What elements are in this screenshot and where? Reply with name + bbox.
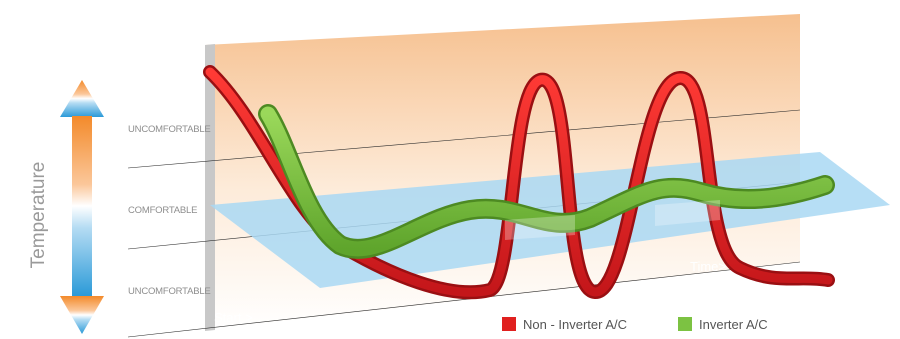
legend-label-inverter: Inverter A/C	[699, 317, 768, 332]
zone-label-upper: UNCOMFORTABLE	[128, 124, 211, 135]
zone-label-middle: COMFORTABLE	[128, 205, 197, 216]
legend-swatch-non-inverter	[502, 317, 516, 331]
axis-title-temperature: Temperature	[28, 162, 49, 269]
zone-label-lower: UNCOMFORTABLE	[128, 286, 211, 297]
legend-label-non-inverter: Non - Inverter A/C	[523, 317, 627, 332]
legend-swatch-inverter	[678, 317, 692, 331]
zone-divider-top	[127, 109, 801, 169]
time-label: Time>	[690, 259, 726, 274]
comfort-plane-overlay	[505, 215, 575, 240]
wall-edge	[205, 44, 215, 331]
legend: Non - Inverter A/C Inverter A/C	[502, 317, 768, 332]
temperature-arrow	[60, 80, 104, 334]
zone-divider-bottom	[127, 261, 801, 338]
comfort-plane-overlay-2	[655, 200, 720, 226]
start-label: Start >	[214, 310, 253, 325]
inverter-curve	[258, 104, 835, 259]
